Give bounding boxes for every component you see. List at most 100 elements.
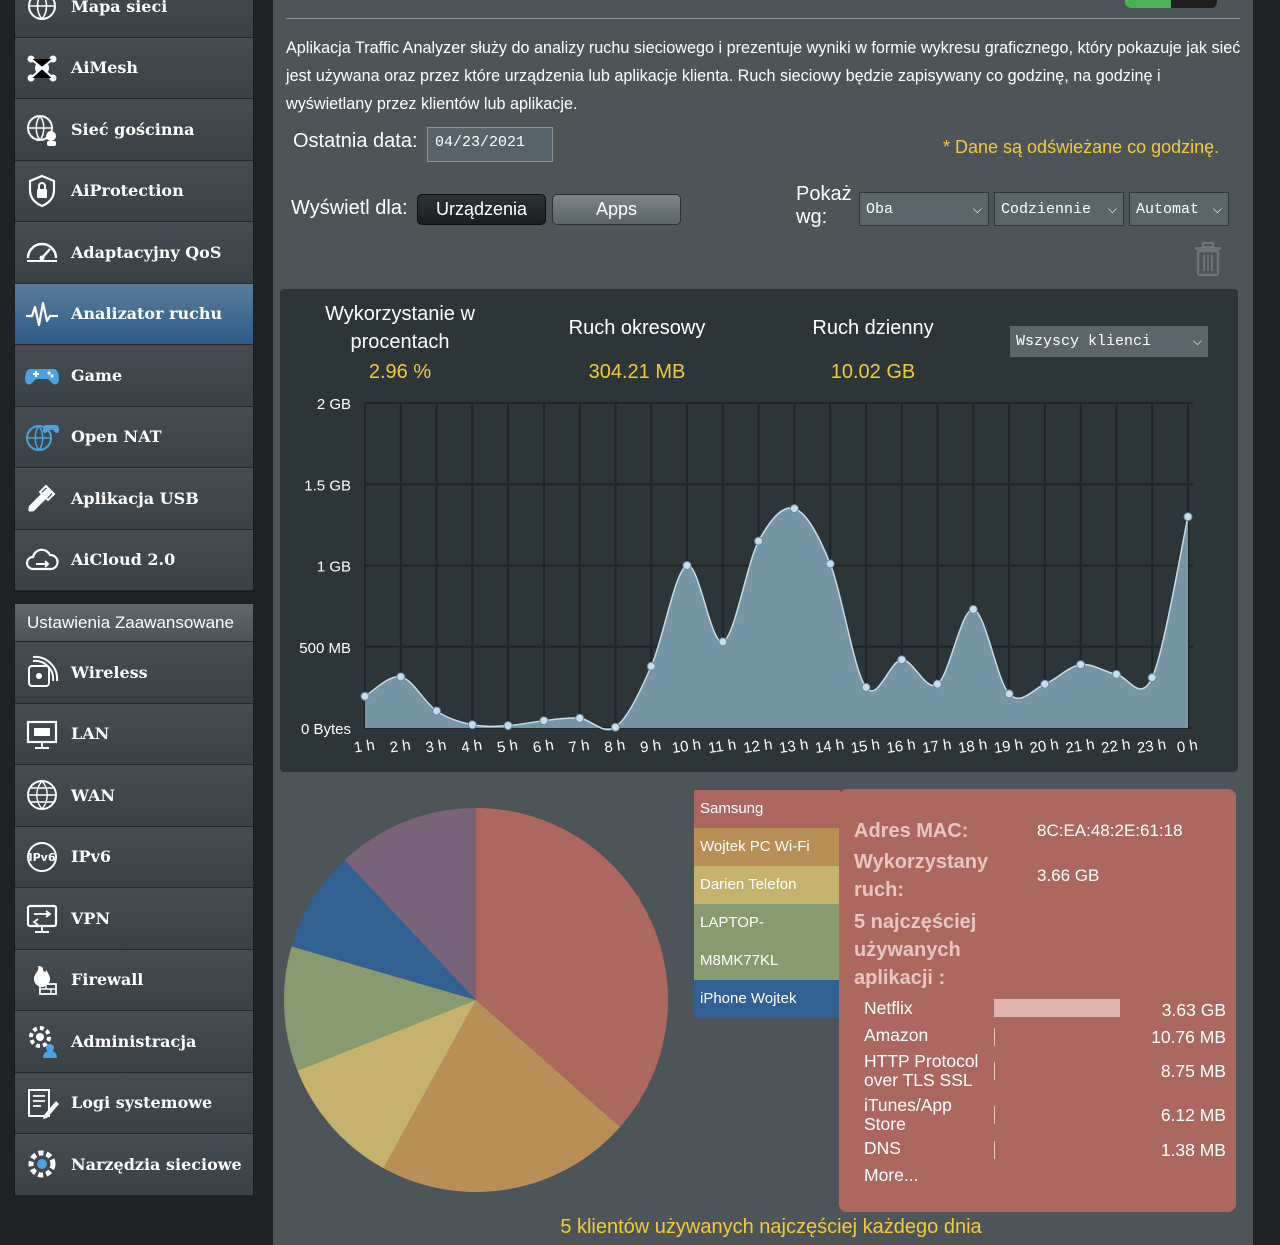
network-map-icon [28, 0, 56, 21]
usage-percent-label-line1: Wykorzystanie w [325, 303, 475, 325]
nav-advanced-group: Ustawienia Zaawansowane Wireless LAN WAN IP… [14, 603, 254, 1197]
client-item[interactable]: Darien Telefon [694, 866, 840, 904]
usage-value: 3.66 GB [1037, 866, 1100, 885]
pie-slice[interactable] [297, 1000, 476, 1169]
devices-button[interactable]: Urządzenia [417, 194, 546, 225]
app-usage-value: 3.63 GB [1161, 1000, 1226, 1020]
pie-slice[interactable] [383, 1000, 621, 1192]
client-item[interactable]: iPhone Wojtek [694, 980, 840, 1018]
app-row: HTTP Protocol over TLS SSL 8.75 MB [864, 1052, 1226, 1090]
globe-icon [27, 780, 57, 811]
x-tick-label: 16 h [885, 736, 916, 757]
vpn-icon [26, 905, 58, 934]
apps-button[interactable]: Apps [552, 194, 681, 225]
cloud-icon [25, 548, 59, 570]
sidebar-item-sie-go-cinna[interactable]: Sieć gościnna [15, 99, 253, 161]
sidebar-item-aplikacja-usb[interactable]: Aplikacja USB [15, 468, 253, 530]
app-usage-bar [994, 1062, 995, 1080]
sidebar-item-administracja[interactable]: Administracja [15, 1011, 253, 1073]
data-point [503, 721, 513, 731]
sidebar-item-wan[interactable]: WAN [15, 765, 253, 827]
shield-lock-icon [22, 171, 62, 211]
top-clients-list: Samsung Wojtek PC Wi-Fi Darien Telefon LAPT… [694, 790, 840, 1018]
top-apps-label-line2: używanych [854, 939, 961, 961]
x-tick-label: 5 h [496, 737, 519, 757]
x-tick-label: 3 h [424, 737, 447, 757]
sidebar-item-analizator-ruchu[interactable]: Analizator ruchu [15, 283, 253, 345]
lan-icon [22, 714, 62, 754]
pie-slice[interactable] [291, 860, 476, 1000]
more-link[interactable]: More... [864, 1165, 919, 1185]
period-select-value: Codziennie [1001, 200, 1092, 218]
client-name: Samsung [700, 800, 764, 817]
mode-select[interactable]: Oba ⌵ [859, 192, 989, 226]
tools-icon [28, 1150, 56, 1178]
client-name-line2: M8MK77KL [700, 952, 779, 969]
sidebar-item-label: Administracja [71, 1031, 197, 1051]
sidebar-item-lan[interactable]: LAN [15, 703, 253, 765]
data-point [1147, 673, 1157, 683]
daily-traffic-value: 10.02 GB [830, 361, 916, 383]
sidebar-item-label: Open NAT [71, 427, 162, 447]
usage-label-line1: Wykorzystany [854, 851, 989, 873]
clients-select[interactable]: Wszyscy klienci ⌵ [1009, 325, 1209, 358]
client-item[interactable]: Samsung [694, 790, 840, 828]
app-row: Netflix 3.63 GB [864, 999, 1226, 1021]
pie-slice[interactable] [476, 808, 669, 1127]
sidebar-item-ipv6[interactable]: IPv6 IPv6 [15, 826, 253, 888]
sidebar-item-adaptacyjny-qos[interactable]: Adaptacyjny QoS [15, 222, 253, 284]
sidebar-item-label: Wireless [71, 662, 148, 682]
sidebar-item-wireless[interactable]: Wireless [15, 642, 253, 704]
globe-icon [22, 775, 62, 815]
sidebar-item-label: LAN [71, 724, 110, 744]
x-tick-label: 1 h [353, 737, 376, 757]
show-by-label-line1: Pokaż [796, 183, 852, 205]
app-usage-bar [994, 1141, 995, 1159]
x-tick-label: 14 h [814, 736, 845, 757]
client-item[interactable]: LAPTOP- M8MK77KL [694, 904, 840, 980]
period-select[interactable]: Codziennie ⌵ [994, 192, 1124, 226]
client-name: Wojtek PC Wi-Fi [700, 838, 810, 855]
sidebar-item-logi-systemowe[interactable]: Logi systemowe [15, 1072, 253, 1134]
sidebar-item-label: VPN [71, 908, 111, 928]
sidebar-item-label: Narzędzia sieciowe [71, 1154, 242, 1174]
client-name: iPhone Wojtek [700, 990, 797, 1007]
sidebar-item-aicloud-2-0[interactable]: AiCloud 2.0 [15, 529, 253, 591]
enable-toggle[interactable] [1125, 0, 1217, 8]
x-tick-label: 6 h [532, 737, 555, 757]
sidebar-item-vpn[interactable]: VPN [15, 888, 253, 950]
sidebar-item-label: WAN [71, 785, 115, 805]
show-for-label: Wyświetl dla: [291, 197, 408, 219]
trash-icon[interactable] [1193, 242, 1223, 277]
last-date-label: Ostatnia data: [293, 130, 418, 152]
sidebar-item-aiprotection[interactable]: AiProtection [15, 160, 253, 222]
usage-percent-label-line2: procentach [350, 331, 450, 353]
sidebar-item-game[interactable]: Game [15, 345, 253, 407]
app-name-line1: DNS [864, 1138, 901, 1158]
traffic-area [365, 508, 1188, 730]
client-name: Darien Telefon [700, 876, 797, 893]
sidebar-item-mapa-sieci[interactable]: Mapa sieci [15, 0, 253, 38]
client-item[interactable]: Wojtek PC Wi-Fi [694, 828, 840, 866]
auto-select[interactable]: Automat ⌵ [1129, 192, 1229, 226]
ipv6-icon: IPv6 [27, 841, 57, 872]
sidebar-item-open-nat[interactable]: Open NAT [15, 406, 253, 468]
data-point [575, 713, 585, 723]
nav-basic-group: Mapa sieci AiMesh Sieć gościnna AiProtectio… [14, 0, 254, 592]
data-point [825, 559, 835, 569]
data-point [1183, 512, 1193, 522]
last-date-field[interactable]: 04/23/2021 [427, 127, 553, 162]
data-point [467, 720, 477, 730]
x-tick-label: 2 h [389, 737, 412, 757]
sidebar-item-narz-dzia-sieciowe[interactable]: Narzędzia sieciowe [15, 1134, 253, 1196]
pie-slice[interactable] [284, 946, 476, 1071]
app-name: Amazon [864, 1026, 928, 1045]
client-detail-panel: Adres MAC: 8C:EA:48:2E:61:18 Wykorzystan… [839, 789, 1236, 1212]
x-tick-label: 8 h [603, 737, 626, 757]
pie-slice[interactable] [344, 808, 476, 1000]
app-name: iTunes/App Store [864, 1096, 952, 1134]
sidebar-item-aimesh[interactable]: AiMesh [15, 37, 253, 99]
top-apps-label: 5 najczęściej używanych aplikacji : [854, 908, 976, 992]
sidebar-item-firewall[interactable]: Firewall [15, 949, 253, 1011]
